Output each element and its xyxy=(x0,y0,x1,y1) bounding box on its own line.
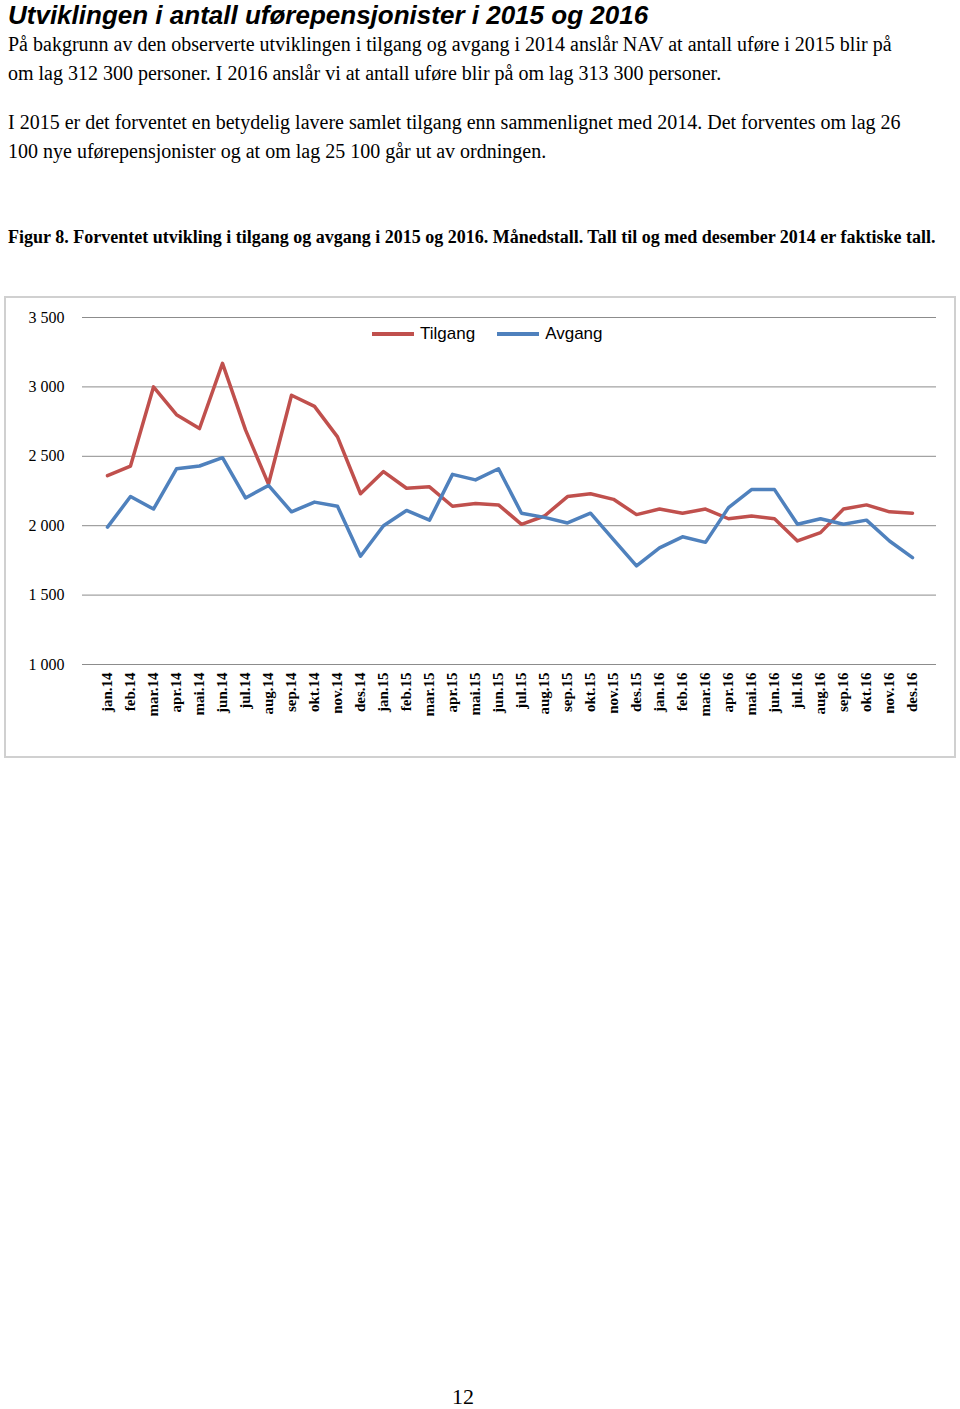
svg-text:jul.15: jul.15 xyxy=(513,673,529,710)
svg-text:jul.16: jul.16 xyxy=(789,672,805,710)
svg-text:3 500: 3 500 xyxy=(29,309,65,326)
svg-text:mar.16: mar.16 xyxy=(697,672,713,717)
html-text:Utviklingen i antall uførepens: Utviklingen i antall uførepensjonister i… xyxy=(8,0,649,30)
svg-text:jun.16: jun.16 xyxy=(766,672,782,714)
svg-text:3 000: 3 000 xyxy=(29,378,65,395)
svg-text:aug.14: aug.14 xyxy=(260,672,276,715)
svg-text:apr.16: apr.16 xyxy=(720,672,736,712)
svg-text:mai.16: mai.16 xyxy=(743,672,759,715)
svg-text:mar.14: mar.14 xyxy=(145,672,161,717)
svg-text:feb.16: feb.16 xyxy=(674,672,690,711)
svg-text:apr.14: apr.14 xyxy=(168,672,184,712)
html-text:I 2015 er det forventet en bet: I 2015 er det forventet en betydelig lav… xyxy=(8,111,901,162)
svg-text:des.15: des.15 xyxy=(628,673,644,713)
html-text:Avgang: Avgang xyxy=(545,324,603,343)
svg-text:okt.16: okt.16 xyxy=(858,672,874,712)
svg-text:nov.16: nov.16 xyxy=(881,672,897,714)
svg-text:sep.15: sep.15 xyxy=(559,673,575,713)
svg-text:nov.14: nov.14 xyxy=(329,672,345,714)
html-text:12: 12 xyxy=(452,1384,474,1409)
svg-text:1 500: 1 500 xyxy=(29,586,65,603)
html-text:Tilgang: Tilgang xyxy=(420,324,476,343)
svg-text:des.16: des.16 xyxy=(904,672,920,712)
svg-text:des.14: des.14 xyxy=(352,672,368,712)
svg-text:jul.14: jul.14 xyxy=(237,672,253,710)
svg-text:aug.15: aug.15 xyxy=(536,673,552,715)
svg-text:1 000: 1 000 xyxy=(29,656,65,673)
svg-text:2 500: 2 500 xyxy=(29,447,65,464)
svg-text:2 000: 2 000 xyxy=(29,517,65,534)
svg-text:sep.14: sep.14 xyxy=(283,672,299,712)
svg-text:jun.15: jun.15 xyxy=(490,673,506,714)
svg-text:sep.16: sep.16 xyxy=(835,672,851,712)
svg-text:okt.14: okt.14 xyxy=(306,672,322,712)
svg-text:mai.15: mai.15 xyxy=(467,673,483,716)
svg-text:jan.15: jan.15 xyxy=(375,673,391,714)
svg-text:feb.14: feb.14 xyxy=(122,672,138,711)
svg-text:apr.15: apr.15 xyxy=(444,673,460,713)
svg-text:feb.15: feb.15 xyxy=(398,673,414,712)
html-text:Figur 8. Forventet utvikling i: Figur 8. Forventet utvikling i tilgang o… xyxy=(8,227,936,247)
svg-text:mai.14: mai.14 xyxy=(191,672,207,715)
html-text:På bakgrunn av den observerte: På bakgrunn av den observerte utviklinge… xyxy=(8,33,892,84)
svg-text:aug.16: aug.16 xyxy=(812,672,828,715)
svg-text:nov.15: nov.15 xyxy=(605,673,621,714)
svg-text:mar.15: mar.15 xyxy=(421,673,437,717)
svg-text:okt.15: okt.15 xyxy=(582,673,598,713)
svg-text:jan.16: jan.16 xyxy=(651,672,667,713)
svg-text:jan.14: jan.14 xyxy=(99,672,115,713)
svg-text:jun.14: jun.14 xyxy=(214,672,230,714)
